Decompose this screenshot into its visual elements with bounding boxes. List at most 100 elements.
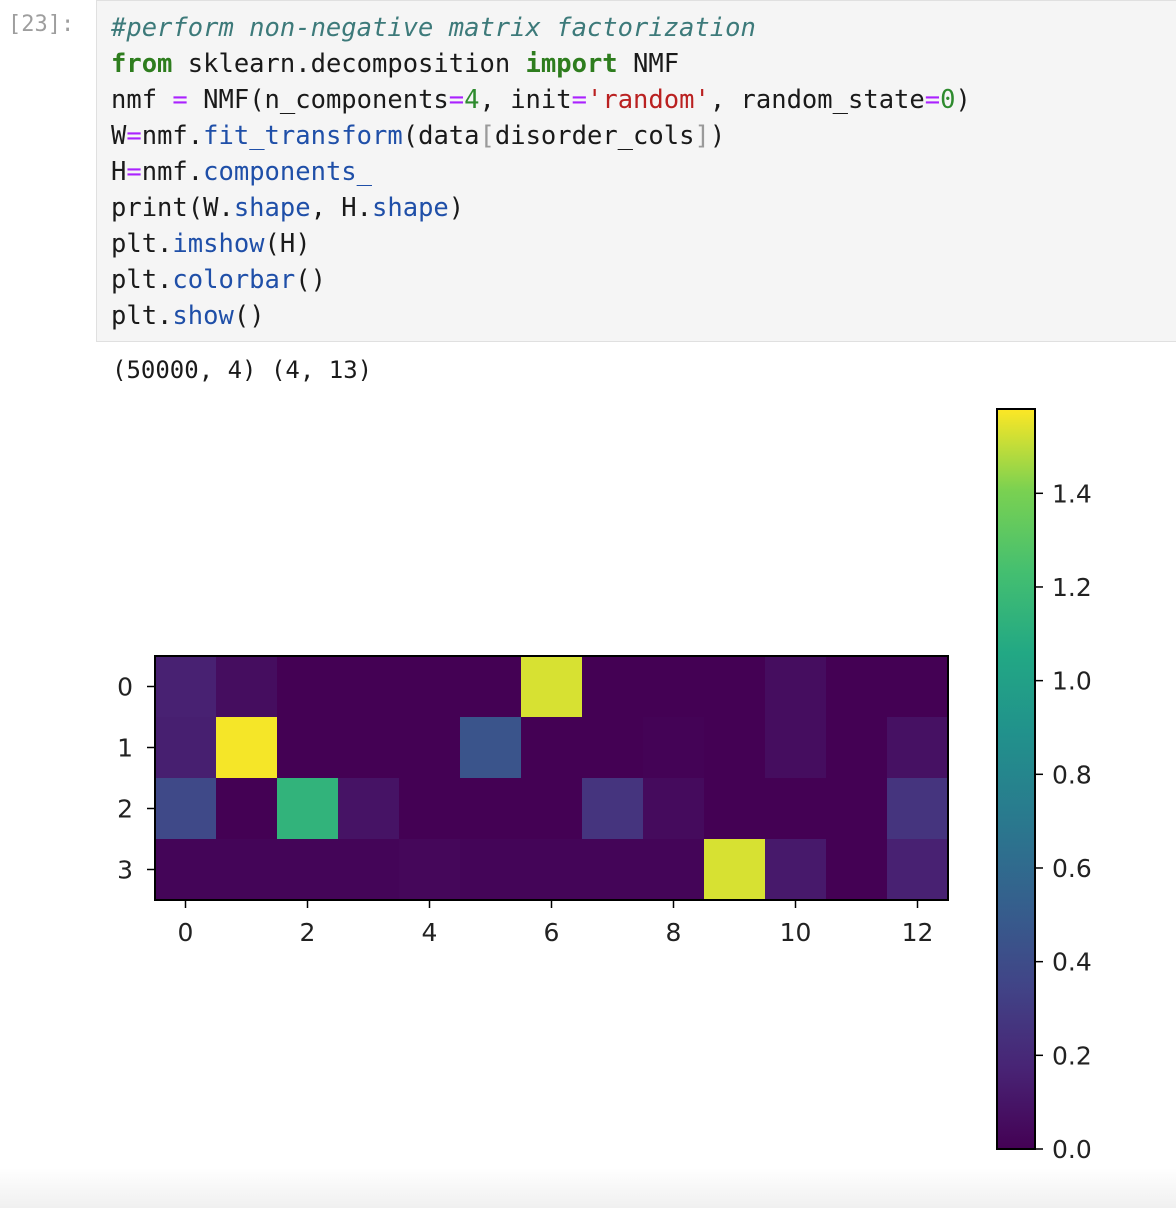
heatmap-cell (826, 656, 888, 718)
heatmap-cell (338, 778, 400, 840)
heatmap-cell (216, 778, 278, 840)
colorbar-tick-label: 1.2 (1052, 573, 1092, 602)
heatmap-cell (216, 839, 278, 901)
heatmap-cell (521, 717, 583, 779)
colorbar-tick-label: 0.4 (1052, 948, 1092, 977)
code-line: #perform non-negative matrix factorizati… (111, 10, 756, 46)
heatmap-cell (826, 717, 888, 779)
code-token: = (571, 85, 587, 115)
code-token: W (111, 121, 127, 151)
code-token: nmf. (141, 157, 204, 187)
heatmap-cell (521, 656, 583, 718)
colorbar-tick-label: 1.0 (1052, 667, 1092, 696)
heatmap-cell (582, 839, 644, 901)
colorbar-tick-label: 0.2 (1052, 1041, 1092, 1070)
code-line: plt.colorbar() (111, 262, 326, 298)
heatmap-cell (887, 656, 949, 718)
code-token: print(W. (111, 193, 234, 223)
heatmap-cell (338, 656, 400, 718)
code-token: , init (479, 85, 572, 115)
code-token: disorder_cols (494, 121, 695, 151)
heatmap-cell (277, 778, 339, 840)
code-line: from sklearn.decomposition import NMF (111, 46, 679, 82)
colorbar-tick-label: 1.4 (1052, 479, 1092, 508)
code-token: = (924, 85, 941, 115)
code-token: colorbar (172, 265, 296, 295)
heatmap-cell (582, 778, 644, 840)
code-token: shape (233, 193, 311, 223)
code-line: plt.show() (111, 298, 265, 334)
code-token: shape (372, 193, 449, 223)
code-token: (H) (264, 229, 311, 259)
code-token: import (525, 49, 618, 79)
x-tick-label: 6 (544, 918, 560, 947)
code-line: print(W.shape, H.shape) (111, 190, 464, 226)
heatmap-cell (460, 839, 522, 901)
code-token: imshow (172, 229, 265, 259)
heatmap-cell (399, 839, 461, 901)
code-token: nmf. (141, 121, 204, 151)
heatmap-cell (704, 778, 766, 840)
heatmap-cell (582, 717, 644, 779)
heatmap-cell (277, 717, 339, 779)
code-token: , random_state (709, 85, 925, 115)
code-token: components_ (203, 157, 373, 187)
code-token: ) (448, 193, 465, 223)
colorbar-tick-label: 0.6 (1052, 854, 1092, 883)
colorbar (996, 408, 1036, 1150)
heatmap-cell (155, 717, 217, 779)
y-tick-label: 3 (117, 856, 133, 885)
heatmap-cell (826, 839, 888, 901)
x-tick-label: 0 (178, 918, 194, 947)
notebook-bottom-edge (0, 1168, 1176, 1208)
code-token: fit_transform (203, 121, 403, 151)
cell-prompt: [23]: (8, 12, 75, 37)
heatmap-cell (521, 839, 583, 901)
x-tick-label: 2 (300, 918, 316, 947)
heatmap-cell (704, 656, 766, 718)
heatmap-cell (887, 717, 949, 779)
code-token: = (126, 121, 142, 151)
heatmap-cell (216, 656, 278, 718)
code-token: plt. (111, 265, 173, 295)
code-token: ] (694, 121, 710, 151)
colorbar-tick-label: 0.0 (1052, 1135, 1092, 1164)
heatmap-cell (765, 717, 827, 779)
code-line: plt.imshow(H) (111, 226, 311, 262)
code-token: plt. (111, 301, 173, 331)
heatmap-cell (155, 778, 217, 840)
heatmap-cell (826, 778, 888, 840)
code-token: = (126, 157, 142, 187)
code-line: W=nmf.fit_transform(data[disorder_cols]) (111, 118, 725, 154)
code-token: H (111, 157, 127, 187)
heatmap-cell (155, 656, 217, 718)
heatmap-cell (399, 778, 461, 840)
code-token: plt. (111, 229, 173, 259)
code-token: (data (402, 121, 480, 151)
y-tick-label: 2 (117, 795, 133, 824)
heatmap-cell (216, 717, 278, 779)
code-token: nmf (111, 85, 173, 115)
heatmap-cell (643, 839, 705, 901)
colorbar-ticks: 0.0 0.2 0.4 0.6 0.8 1.0 1.2 1.4 (1035, 479, 1092, 1164)
y-tick-label: 1 (117, 734, 133, 763)
code-cell-editor[interactable]: #perform non-negative matrix factorizati… (96, 0, 1176, 342)
heatmap-cell (338, 717, 400, 779)
heatmap-cell (643, 717, 705, 779)
code-token: NMF(n_components (187, 85, 449, 115)
code-token: #perform non-negative matrix factorizati… (111, 13, 756, 43)
x-tick-label: 10 (780, 918, 812, 947)
code-token: NMF (617, 49, 680, 79)
heatmap-cell (460, 717, 522, 779)
code-token: = (448, 85, 465, 115)
heatmap-cell (338, 839, 400, 901)
y-tick-label: 0 (117, 673, 133, 702)
code-token: 0 (940, 85, 956, 115)
code-token: 4 (464, 85, 480, 115)
code-token: show (172, 301, 234, 331)
heatmap-cell (582, 656, 644, 718)
heatmap-cell (887, 839, 949, 901)
x-tick-label: 8 (666, 918, 682, 947)
